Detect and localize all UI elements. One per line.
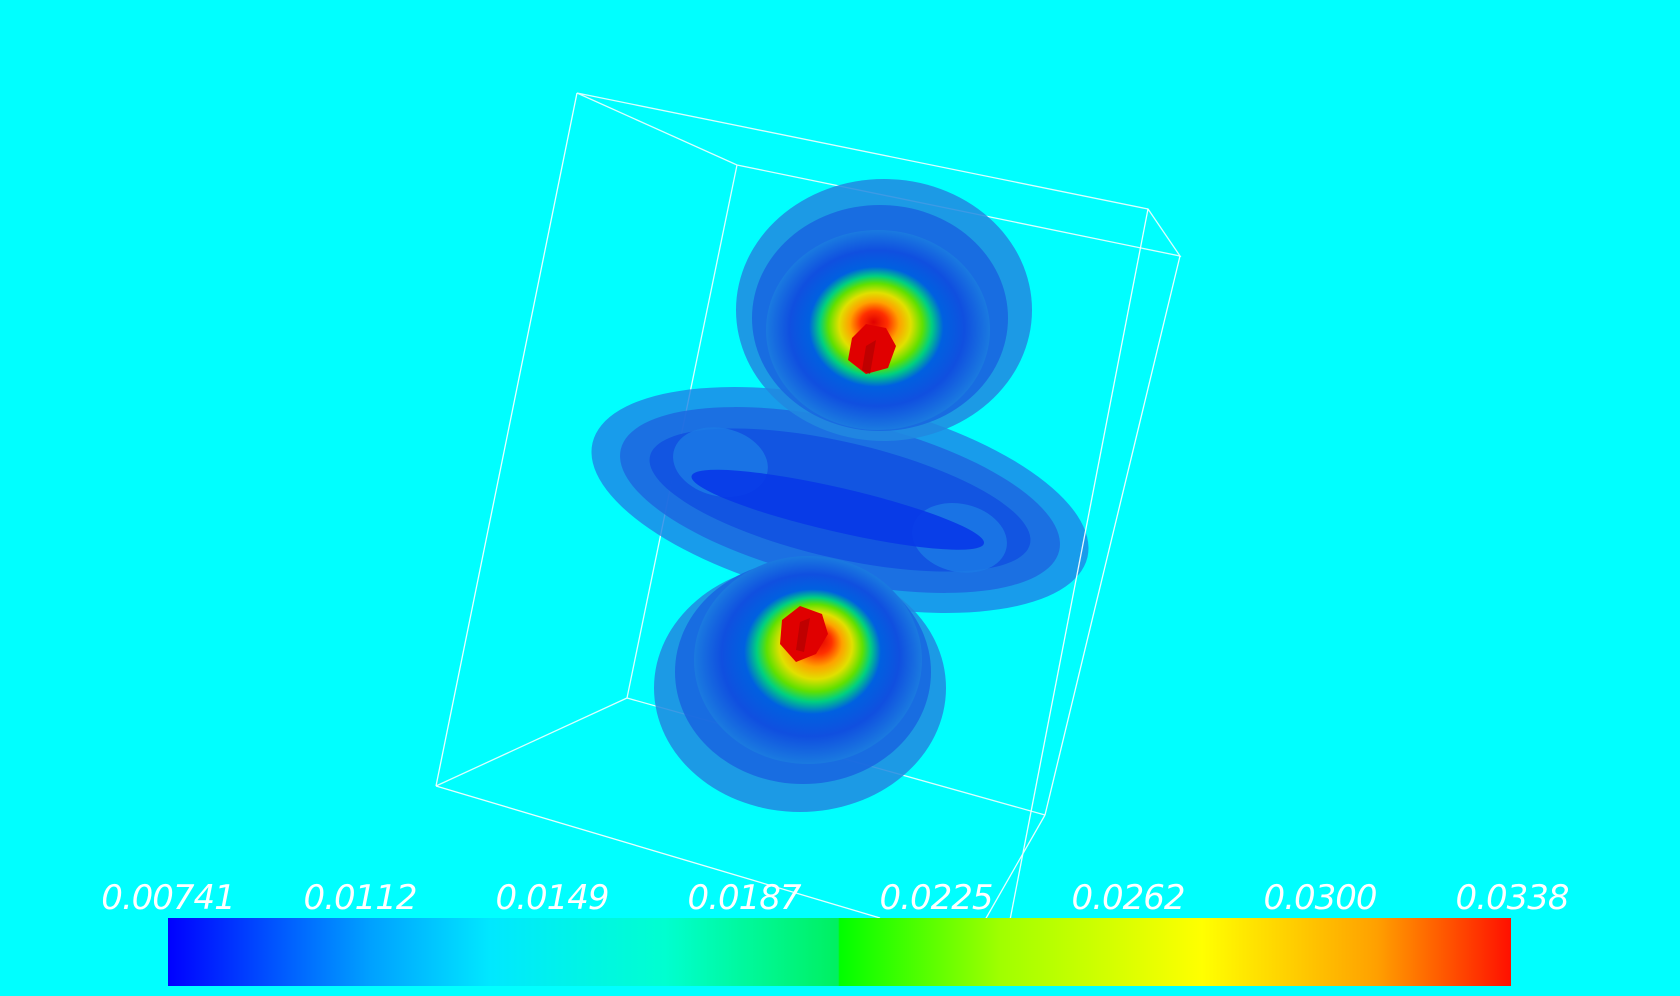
colorbar-tick-label: 0.00741 xyxy=(101,878,236,918)
colorbar-tick-label: 0.0338 xyxy=(1455,878,1570,918)
colorbar-tick-label: 0.0149 xyxy=(495,878,610,918)
colorbar-tick-label: 0.0187 xyxy=(687,878,802,918)
colorbar-tick-label: 0.0300 xyxy=(1263,878,1378,918)
orbital-lobe-upper xyxy=(736,179,1032,441)
bounding-box-front xyxy=(435,92,1181,921)
colorbar-tick-label: 0.0262 xyxy=(1071,878,1186,918)
colorbar-tick-label: 0.0112 xyxy=(303,878,418,918)
colorbar-tick-label: 0.0225 xyxy=(879,878,994,918)
colorbar-gradient xyxy=(168,918,1511,986)
orbital-lobe-lower xyxy=(654,556,946,812)
orbital-ring xyxy=(591,387,1089,613)
